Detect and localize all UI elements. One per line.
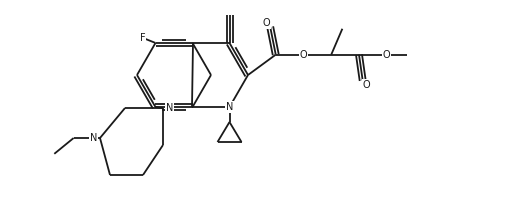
Text: O: O	[262, 18, 270, 28]
Text: O: O	[383, 50, 391, 60]
Text: O: O	[300, 50, 307, 60]
Text: O: O	[363, 79, 370, 90]
Text: N: N	[226, 102, 233, 112]
Text: N: N	[166, 103, 174, 113]
Text: N: N	[89, 133, 97, 143]
Text: F: F	[140, 33, 145, 43]
